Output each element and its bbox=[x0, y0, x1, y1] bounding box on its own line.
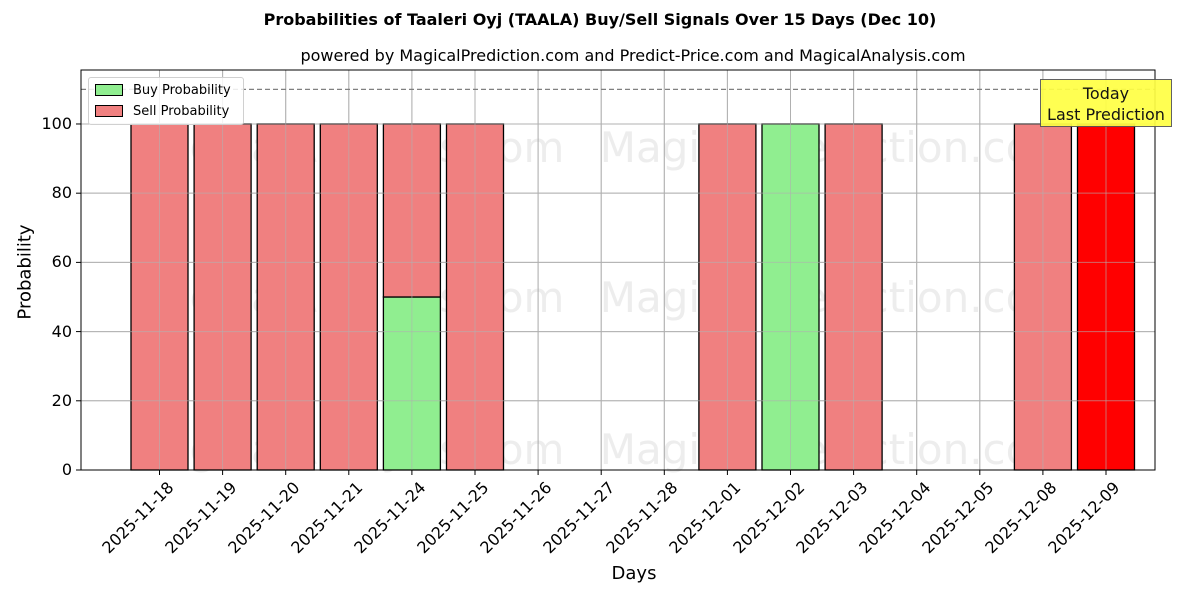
annotation-line-2: Last Prediction bbox=[1047, 105, 1165, 124]
buy-swatch-icon bbox=[95, 84, 123, 96]
today-annotation: Today Last Prediction bbox=[1040, 79, 1172, 127]
y-tick-label: 100 bbox=[41, 113, 72, 133]
legend-buy-label: Buy Probability bbox=[133, 82, 231, 98]
y-tick-label: 0 bbox=[61, 460, 72, 479]
legend-item-buy: Buy Probability bbox=[95, 81, 231, 99]
chart-subtitle: powered by MagicalPrediction.com and Pre… bbox=[300, 46, 966, 65]
chart-title: Probabilities of Taaleri Oyj (TAALA) Buy… bbox=[263, 10, 937, 29]
sell-swatch-icon bbox=[95, 105, 123, 117]
y-axis-label: Probability bbox=[14, 224, 36, 320]
axes-frame bbox=[80, 69, 1156, 471]
legend: Buy Probability Sell Probability bbox=[88, 77, 244, 125]
annotation-line-1: Today bbox=[1082, 84, 1130, 103]
y-tick-label: 80 bbox=[51, 183, 72, 203]
y-tick-label: 60 bbox=[51, 252, 72, 272]
legend-item-sell: Sell Probability bbox=[95, 102, 229, 120]
x-axis-label: Days bbox=[611, 563, 657, 584]
y-tick-label: 20 bbox=[51, 390, 72, 410]
y-tick-label: 40 bbox=[51, 321, 72, 341]
legend-sell-label: Sell Probability bbox=[133, 103, 230, 119]
